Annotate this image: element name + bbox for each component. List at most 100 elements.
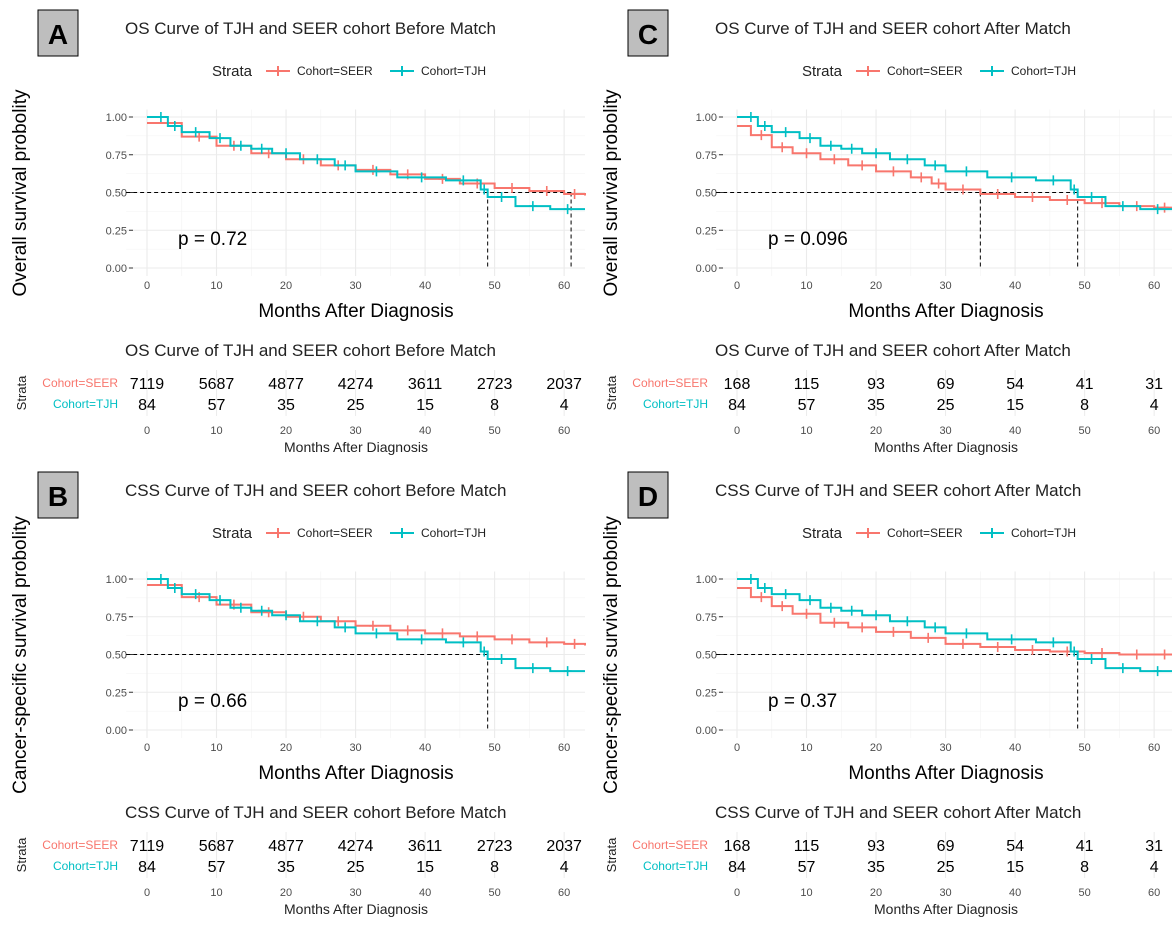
- censor-mark-tjh: [781, 589, 790, 600]
- censor-mark-seer: [830, 617, 839, 628]
- risk-value-seer: 4877: [268, 376, 304, 393]
- censor-mark-seer: [1098, 647, 1106, 658]
- risk-value-tjh: 84: [728, 397, 746, 414]
- censor-mark-tjh: [781, 127, 790, 138]
- risk-table-title: CSS Curve of TJH and SEER cohort After M…: [715, 803, 1081, 822]
- risk-x-axis-label: Months After Diagnosis: [284, 439, 428, 455]
- risk-x-tick-label: 0: [734, 887, 740, 899]
- row-label-cancer-specific-survival-right: Cancer-specific survival probolity: [601, 516, 622, 794]
- y-tick-label: 0.00: [106, 263, 127, 275]
- risk-value-tjh: 84: [728, 859, 746, 876]
- panel-label: D: [638, 481, 658, 512]
- risk-table-ylabel: Strata: [14, 837, 29, 872]
- panel-label: A: [48, 19, 68, 50]
- censor-mark-tjh: [497, 192, 506, 203]
- panel-c: C OS Curve of TJH and SEER cohort After M…: [604, 9, 1172, 455]
- censor-mark-tjh: [170, 583, 179, 594]
- row-label-overall-survival: Overall survival probolity: [10, 89, 31, 296]
- risk-x-tick-label: 0: [144, 887, 150, 899]
- risk-x-tick-label: 50: [488, 425, 500, 437]
- risk-value-tjh: 15: [416, 397, 434, 414]
- risk-x-tick-label: 30: [349, 887, 361, 899]
- risk-value-tjh: 15: [416, 859, 434, 876]
- risk-table-title: CSS Curve of TJH and SEER cohort Before …: [125, 803, 506, 822]
- risk-x-axis-label: Months After Diagnosis: [874, 439, 1018, 455]
- p-value: p = 0.37: [768, 691, 837, 712]
- panel-label-box: [37, 471, 79, 519]
- x-tick-label: 30: [939, 280, 951, 292]
- y-tick-label: 0.25: [106, 687, 127, 699]
- censor-mark-seer: [858, 622, 867, 633]
- y-tick-label: 0.75: [696, 150, 717, 162]
- y-tick-label: 0.00: [696, 725, 717, 737]
- risk-x-tick-label: 20: [870, 887, 882, 899]
- risk-value-tjh: 35: [277, 859, 295, 876]
- censor-mark-tjh: [1007, 172, 1016, 183]
- censor-mark-seer: [830, 154, 839, 165]
- y-tick-label: 0.00: [106, 725, 127, 737]
- censor-mark-seer: [570, 189, 579, 200]
- risk-x-tick-label: 40: [419, 425, 431, 437]
- panel-a: A OS Curve of TJH and SEER cohort Before …: [14, 9, 586, 455]
- censor-mark-seer: [1028, 644, 1037, 655]
- risk-value-seer: 7119: [130, 376, 165, 393]
- x-tick-label: 10: [210, 280, 222, 292]
- risk-value-seer: 41: [1076, 838, 1094, 855]
- censor-mark-tjh: [872, 610, 881, 621]
- risk-value-seer: 31: [1145, 376, 1163, 393]
- y-tick-label: 0.25: [696, 225, 717, 237]
- censor-mark-tjh: [847, 143, 856, 154]
- censor-mark-tjh: [746, 574, 755, 584]
- censor-mark-tjh: [282, 610, 291, 621]
- risk-x-tick-label: 40: [1009, 887, 1021, 899]
- censor-mark-tjh: [528, 201, 537, 212]
- risk-value-seer: 115: [794, 376, 820, 393]
- chart-title: OS Curve of TJH and SEER cohort Before M…: [125, 19, 496, 38]
- risk-row-label-seer: Cohort=SEER: [632, 838, 708, 852]
- x-tick-label: 10: [210, 742, 222, 754]
- panel-label: C: [638, 19, 658, 50]
- survival-curve-tjh: [737, 578, 1172, 673]
- censor-mark-tjh: [156, 574, 165, 584]
- risk-row-label-seer: Cohort=SEER: [42, 838, 118, 852]
- risk-value-seer: 54: [1006, 838, 1024, 855]
- risk-value-seer: 3611: [408, 376, 443, 393]
- legend-label-seer: Cohort=SEER: [297, 64, 373, 78]
- risk-value-seer: 5687: [199, 838, 235, 855]
- censor-mark-seer: [1160, 202, 1169, 213]
- legend: Strata Cohort=SEER Cohort=TJH: [802, 525, 1076, 542]
- risk-value-tjh: 8: [1080, 859, 1089, 876]
- risk-value-tjh: 25: [347, 397, 365, 414]
- y-tick-label: 0.50: [106, 188, 127, 200]
- censor-mark-seer: [802, 608, 811, 619]
- legend-label-tjh: Cohort=TJH: [1011, 526, 1076, 540]
- risk-value-tjh: 35: [277, 397, 295, 414]
- censor-mark-tjh: [847, 605, 856, 616]
- y-tick-label: 0.25: [696, 687, 717, 699]
- censor-mark-tjh: [191, 589, 200, 600]
- censor-mark-seer: [570, 638, 579, 649]
- x-tick-label: 20: [280, 742, 292, 754]
- censor-mark-seer: [438, 628, 447, 639]
- risk-value-seer: 168: [724, 838, 751, 855]
- censor-mark-seer: [778, 601, 787, 612]
- risk-value-tjh: 8: [490, 859, 499, 876]
- survival-curve-seer: [147, 122, 586, 196]
- panel-label: B: [48, 481, 68, 512]
- risk-x-axis-label: Months After Diagnosis: [874, 901, 1018, 917]
- censor-mark-tjh: [1153, 204, 1162, 215]
- legend-title: Strata: [802, 63, 843, 80]
- censor-mark-seer: [889, 166, 898, 177]
- legend: Strata Cohort=SEER Cohort=TJH: [212, 525, 486, 542]
- censor-mark-tjh: [1153, 666, 1162, 677]
- risk-value-seer: 7119: [130, 838, 165, 855]
- censor-mark-tjh: [257, 143, 266, 154]
- x-tick-label: 20: [870, 742, 882, 754]
- censor-mark-tjh: [760, 121, 769, 132]
- censor-mark-seer: [757, 592, 766, 603]
- grid: [716, 571, 1172, 738]
- risk-x-tick-label: 40: [419, 887, 431, 899]
- legend-label-seer: Cohort=SEER: [887, 526, 963, 540]
- risk-value-seer: 2723: [477, 376, 513, 393]
